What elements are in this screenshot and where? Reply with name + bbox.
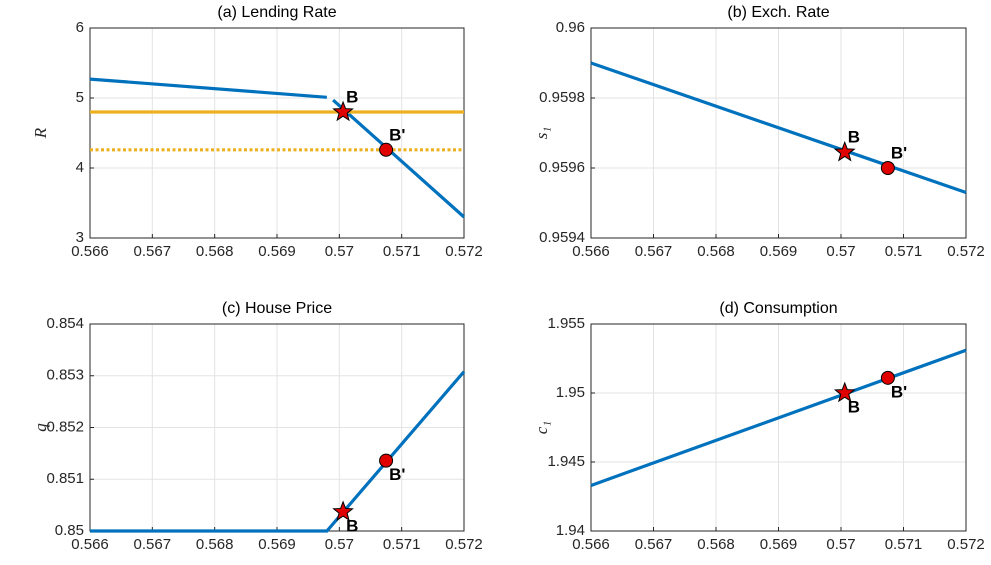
x-tick-label: 0.569 <box>760 243 798 260</box>
x-tick-label: 0.572 <box>445 243 483 260</box>
y-tick-label: 6 <box>76 19 84 36</box>
x-tick-label: 0.566 <box>71 536 109 553</box>
marker-label: B <box>346 87 358 106</box>
x-tick-label: 0.571 <box>383 243 421 260</box>
x-tick-label: 0.572 <box>445 536 483 553</box>
y-tick-label: 5 <box>76 89 84 106</box>
y-axis-label: c₁ <box>532 421 551 434</box>
x-tick-label: 0.571 <box>885 536 923 553</box>
line-series <box>89 77 466 219</box>
x-tick-label: 0.571 <box>885 243 923 260</box>
y-tick-label: 0.853 <box>46 367 84 384</box>
x-tick-label: 0.567 <box>635 536 673 553</box>
y-tick-label: 1.955 <box>547 315 585 332</box>
y-axis-label: s₁ <box>532 127 551 140</box>
x-tick-label: 0.569 <box>258 243 296 260</box>
x-tick-label: 0.568 <box>196 536 234 553</box>
y-axis-label: R <box>31 127 50 139</box>
x-tick-label: 0.568 <box>196 243 234 260</box>
marker-label: B' <box>891 382 907 401</box>
x-tick-label: 0.569 <box>258 536 296 553</box>
x-tick-label: 0.57 <box>826 536 855 553</box>
y-tick-label: 0.9596 <box>539 159 585 176</box>
chart-title: (a) Lending Rate <box>217 4 336 21</box>
x-tick-label: 0.57 <box>325 536 354 553</box>
y-tick-label: 0.9594 <box>539 229 585 246</box>
marker-label: B' <box>389 125 405 144</box>
axes-box <box>590 27 967 239</box>
panel: 0.566 0.567 0.568 0.569 0.57 0.571 0.572 0.9594… <box>532 4 985 260</box>
y-tick-label: 0.854 <box>46 315 84 332</box>
y-axis-label: q <box>31 423 50 432</box>
marker-label: B' <box>389 465 405 484</box>
x-tick-label: 0.567 <box>134 243 172 260</box>
y-tick-label: 1.945 <box>547 453 585 470</box>
x-tick-label: 0.569 <box>760 536 798 553</box>
star-marker <box>332 100 354 122</box>
x-tick-label: 0.567 <box>134 536 172 553</box>
line-series <box>590 61 967 195</box>
y-tick-label: 0.85 <box>55 522 84 539</box>
axes-box <box>89 27 465 239</box>
y-tick-label: 0.96 <box>556 19 585 36</box>
panel: 0.566 0.567 0.568 0.569 0.57 0.571 0.572 0.85 0.… <box>31 300 483 553</box>
axes-box <box>590 323 967 532</box>
chart-title: (c) House Price <box>222 300 332 317</box>
circle-marker <box>880 370 895 385</box>
marker-label: B <box>848 397 860 416</box>
marker-label: B <box>848 128 860 147</box>
x-tick-label: 0.57 <box>826 243 855 260</box>
x-tick-label: 0.566 <box>71 243 109 260</box>
y-tick-label: 0.851 <box>46 470 84 487</box>
y-tick-label: 3 <box>76 229 84 246</box>
y-tick-label: 0.9598 <box>539 89 585 106</box>
x-tick-label: 0.566 <box>572 536 610 553</box>
x-tick-label: 0.568 <box>697 243 735 260</box>
x-tick-label: 0.571 <box>383 536 421 553</box>
x-tick-label: 0.572 <box>947 243 985 260</box>
marker-label: B' <box>891 143 907 162</box>
star-marker <box>332 500 354 522</box>
panel: 0.566 0.567 0.568 0.569 0.57 0.571 0.572 1.94 1.… <box>532 300 985 553</box>
star-marker <box>833 140 856 162</box>
x-tick-label: 0.568 <box>697 536 735 553</box>
y-tick-label: 0.852 <box>46 418 84 435</box>
y-tick-label: 1.95 <box>556 384 585 401</box>
panel: 0.566 0.567 0.568 0.569 0.57 0.571 0.572 3 4 5 6 (a… <box>31 4 483 260</box>
circle-marker <box>379 453 394 468</box>
chart-title: (d) Consumption <box>719 300 837 317</box>
y-tick-label: 4 <box>76 159 84 176</box>
x-tick-label: 0.572 <box>947 536 985 553</box>
chart-title: (b) Exch. Rate <box>727 4 829 21</box>
y-tick-label: 1.94 <box>556 522 585 539</box>
x-tick-label: 0.566 <box>572 243 610 260</box>
x-tick-label: 0.57 <box>325 243 354 260</box>
marker-label: B <box>346 516 358 535</box>
circle-marker <box>880 161 895 175</box>
circle-marker <box>379 142 394 157</box>
line-series <box>590 348 967 487</box>
star-marker <box>833 381 856 403</box>
line-series <box>90 370 466 533</box>
x-tick-label: 0.567 <box>635 243 673 260</box>
